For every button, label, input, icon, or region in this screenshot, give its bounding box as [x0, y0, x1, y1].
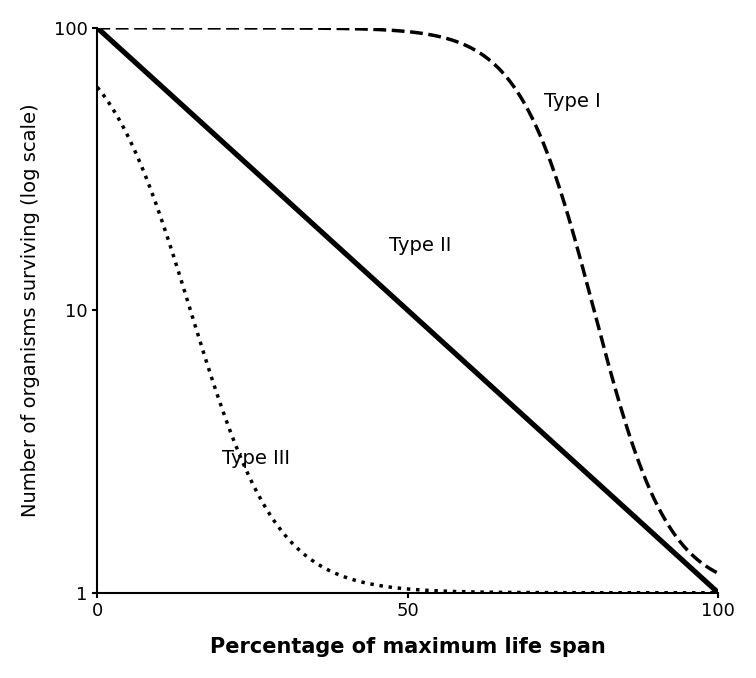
Text: Type I: Type I	[544, 92, 601, 111]
Text: Type II: Type II	[389, 236, 451, 255]
Text: Type III: Type III	[222, 449, 290, 468]
X-axis label: Percentage of maximum life span: Percentage of maximum life span	[210, 637, 606, 657]
Y-axis label: Number of organisms surviving (log scale): Number of organisms surviving (log scale…	[21, 104, 40, 517]
